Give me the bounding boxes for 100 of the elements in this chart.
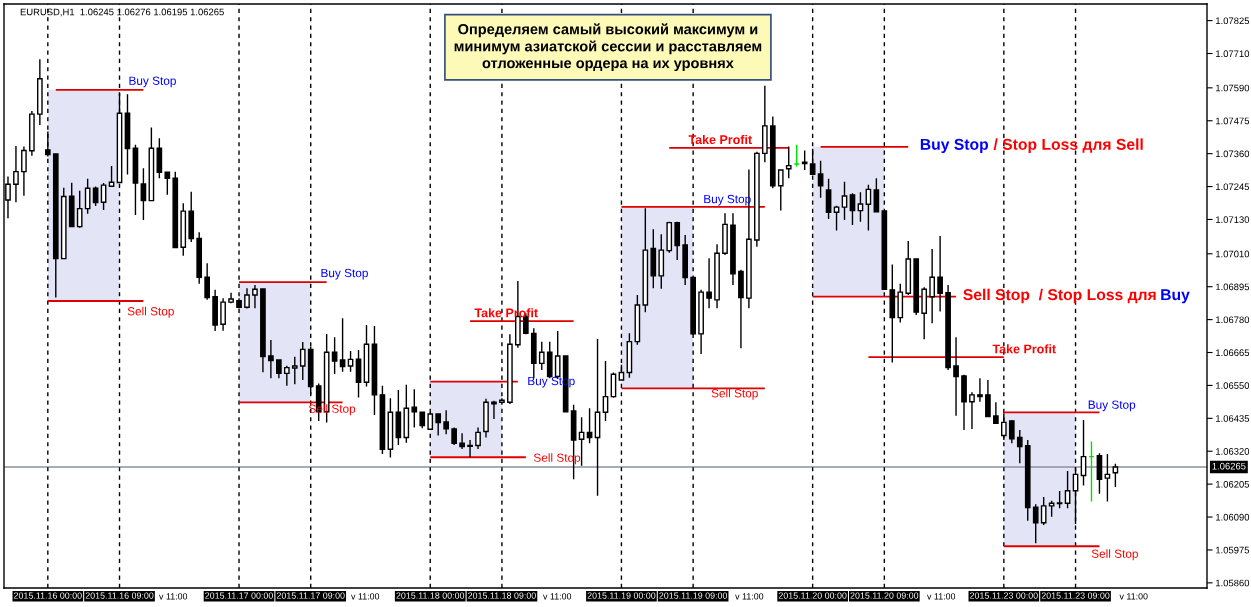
x-tick-label: 2015.11.19 09:00 <box>659 592 728 599</box>
candlestick <box>451 426 457 446</box>
candlestick <box>379 385 386 455</box>
x-tick-label: 2015.11.20 00:00 <box>778 592 847 599</box>
candlestick <box>355 349 362 399</box>
x-tick-label: 2015.11.19 00:00 <box>587 592 656 599</box>
candlestick <box>395 389 402 446</box>
candlestick <box>180 202 187 257</box>
y-tick-label: 1.07475 <box>1216 117 1250 125</box>
candlestick <box>722 212 728 256</box>
candlestick <box>801 149 808 171</box>
text: v 11:00 <box>351 593 380 600</box>
text: v 11:00 <box>735 593 764 600</box>
y-tick-label: 1.07245 <box>1216 183 1250 191</box>
candlestick <box>698 289 704 355</box>
x-tick-label: 2015.11.20 09:00 <box>850 592 919 599</box>
candlestick <box>961 374 967 431</box>
candlestick <box>849 192 856 226</box>
candlestick <box>658 233 665 290</box>
candlestick <box>985 379 991 418</box>
candlestick <box>921 286 928 341</box>
candlestick <box>339 317 346 373</box>
candlestick <box>188 191 195 243</box>
candlestick <box>937 235 943 313</box>
candlestick <box>578 416 585 467</box>
candlestick <box>411 388 418 429</box>
candlestick <box>1104 453 1111 503</box>
text: v 11:00 <box>1119 593 1148 600</box>
candlestick <box>13 145 19 203</box>
candlestick <box>37 58 43 126</box>
candlestick <box>108 165 115 188</box>
annotation: Sell Stop / Stop Loss для <box>963 288 1156 304</box>
candlestick <box>841 180 848 221</box>
y-tick-label: 1.05975 <box>1216 546 1250 554</box>
y-tick-label: 1.07710 <box>1216 50 1250 58</box>
annotation: Take Profit <box>688 134 752 145</box>
candlestick <box>1032 503 1039 545</box>
annotation: Sell Stop <box>1091 549 1138 561</box>
candlestick <box>331 336 338 375</box>
candlestick <box>507 333 513 405</box>
candlestick <box>435 412 442 437</box>
candlestick <box>682 234 689 286</box>
candlestick <box>1024 439 1031 522</box>
candlestick <box>769 115 776 189</box>
candlestick <box>785 145 792 179</box>
y-tick-label: 1.06435 <box>1216 415 1250 422</box>
candlestick <box>969 391 975 430</box>
candlestick <box>761 85 768 163</box>
x-tick-label: 2015.11.23 00:00 <box>970 592 1038 599</box>
candlestick <box>467 439 473 458</box>
annotation: Buy Stop <box>129 76 176 88</box>
candlestick <box>777 168 784 212</box>
candlestick <box>993 401 999 425</box>
candlestick <box>1008 419 1015 444</box>
candlestick <box>475 426 481 450</box>
candlestick <box>634 294 641 346</box>
y-tick-label: 1.07590 <box>1216 84 1250 92</box>
x-tick-label: 2015.11.23 09:00 <box>1041 592 1110 599</box>
candlestick <box>738 269 744 349</box>
candlestick <box>196 231 203 285</box>
candlestick <box>1056 490 1063 509</box>
candlestick <box>140 167 147 221</box>
candlestick <box>403 384 410 444</box>
candlestick <box>299 341 306 381</box>
candlestick <box>419 411 426 430</box>
candlestick <box>124 93 131 176</box>
candlestick <box>100 182 107 211</box>
candlestick <box>977 377 983 403</box>
y-tick-label: 1.06665 <box>1216 349 1250 357</box>
candlestick <box>833 205 840 232</box>
candlestick <box>825 178 832 220</box>
candlestick <box>459 432 465 450</box>
text: v 11:00 <box>543 593 572 600</box>
y-tick-label: 1.07130 <box>1216 216 1250 223</box>
candlestick <box>1096 452 1103 495</box>
x-tick-label: 2015.11.16 00:00 <box>14 592 82 599</box>
candlestick <box>546 340 553 379</box>
candlestick <box>371 325 378 416</box>
candlestick <box>714 243 720 309</box>
candlestick <box>642 207 649 313</box>
candlestick <box>244 287 250 310</box>
candlestick <box>873 177 880 214</box>
annotation: Buy Stop <box>1088 400 1136 412</box>
candlestick <box>276 358 282 379</box>
candlestick <box>929 248 935 325</box>
candlestick <box>68 182 75 228</box>
candlestick <box>730 212 736 286</box>
ref-line-label: 1.06265 <box>1212 462 1246 470</box>
candlestick <box>897 283 904 324</box>
candlestick <box>586 407 593 444</box>
candlestick <box>857 191 864 223</box>
y-tick-label: 1.06780 <box>1216 316 1250 324</box>
annotation: / Stop Loss для Sell <box>993 138 1143 153</box>
candlestick <box>889 263 896 364</box>
candlestick <box>538 340 545 371</box>
candlestick <box>156 137 163 179</box>
y-tick-label: 1.07825 <box>1216 17 1250 25</box>
candlestick <box>44 130 51 158</box>
candlestick <box>291 356 298 385</box>
candlestick <box>283 364 290 387</box>
